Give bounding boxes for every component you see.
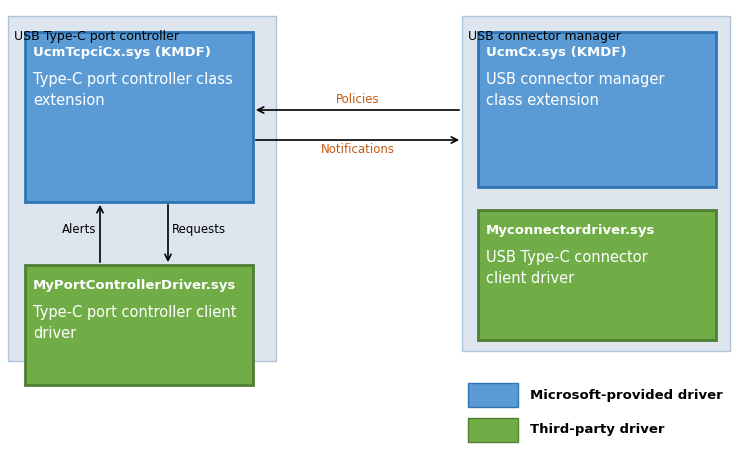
Text: Type-C port controller client
driver: Type-C port controller client driver bbox=[33, 305, 237, 341]
Bar bbox=[462, 16, 730, 351]
Text: UcmTcpciCx.sys (KMDF): UcmTcpciCx.sys (KMDF) bbox=[33, 46, 211, 59]
Bar bbox=[478, 210, 716, 340]
Text: USB connector manager: USB connector manager bbox=[468, 30, 621, 43]
Text: USB Type-C port controller: USB Type-C port controller bbox=[14, 30, 179, 43]
Text: Alerts: Alerts bbox=[61, 223, 96, 236]
Text: Policies: Policies bbox=[335, 93, 380, 106]
Text: Notifications: Notifications bbox=[321, 143, 394, 156]
Text: Third-party driver: Third-party driver bbox=[530, 423, 665, 437]
Text: Type-C port controller class
extension: Type-C port controller class extension bbox=[33, 72, 233, 108]
Text: Microsoft-provided driver: Microsoft-provided driver bbox=[530, 389, 723, 401]
Text: Requests: Requests bbox=[172, 223, 226, 236]
Text: USB Type-C connector
client driver: USB Type-C connector client driver bbox=[486, 250, 648, 286]
Bar bbox=[478, 32, 716, 187]
Bar bbox=[25, 265, 253, 385]
Text: MyPortControllerDriver.sys: MyPortControllerDriver.sys bbox=[33, 279, 237, 292]
Bar bbox=[25, 32, 253, 202]
Text: Myconnectordriver.sys: Myconnectordriver.sys bbox=[486, 224, 655, 237]
Text: UcmCx.sys (KMDF): UcmCx.sys (KMDF) bbox=[486, 46, 626, 59]
Bar bbox=[468, 418, 518, 442]
Bar bbox=[8, 16, 276, 361]
Text: USB connector manager
class extension: USB connector manager class extension bbox=[486, 72, 665, 108]
Bar bbox=[468, 383, 518, 407]
